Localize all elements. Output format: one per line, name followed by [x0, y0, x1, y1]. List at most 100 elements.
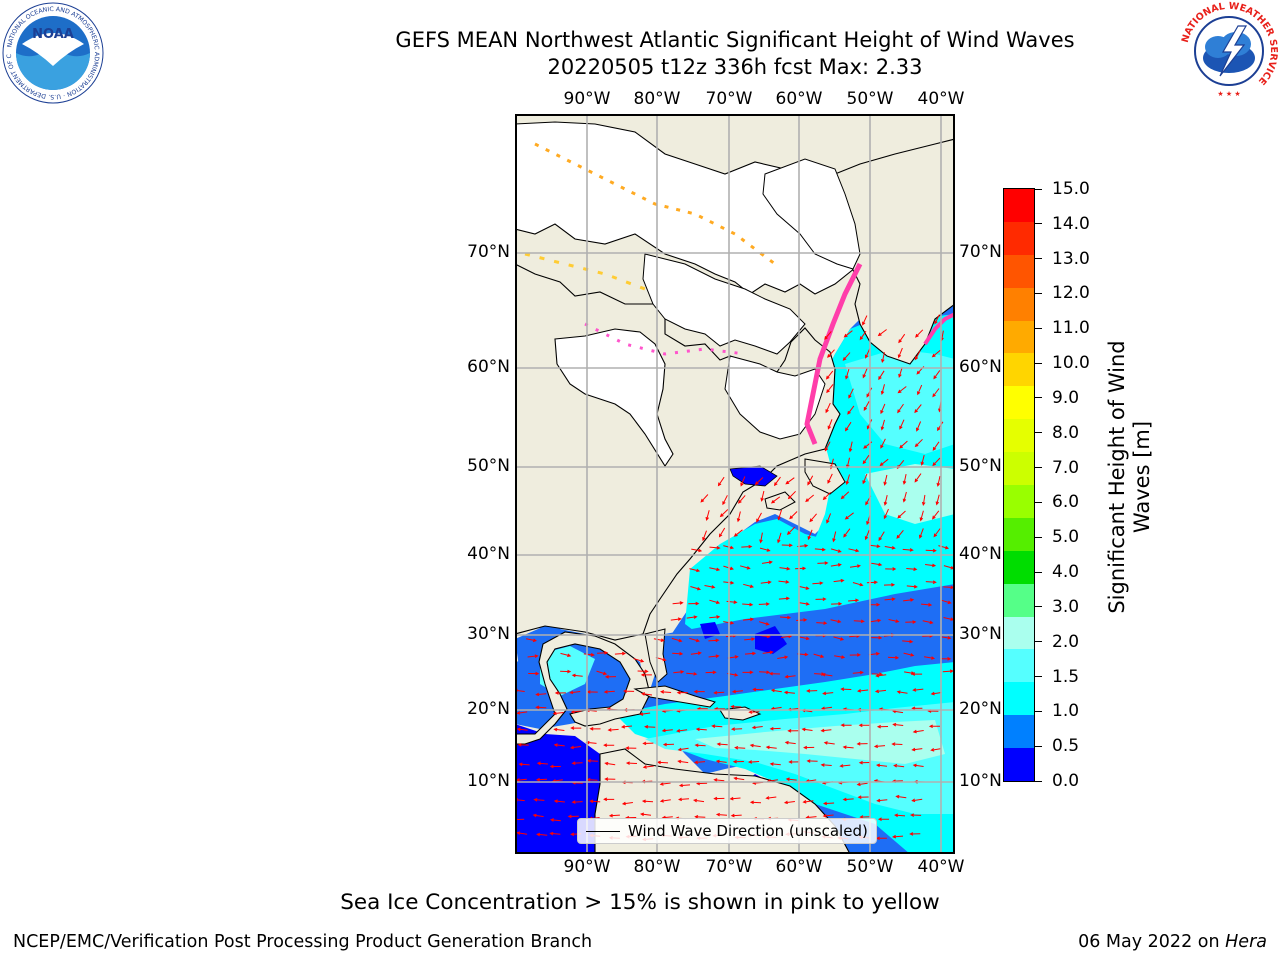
- colorbar-tick-label: 13.0: [1052, 248, 1090, 269]
- wind-wave-arrow: [549, 764, 561, 769]
- wind-wave-arrow: [812, 581, 824, 585]
- wind-wave-arrow: [785, 777, 797, 782]
- wind-wave-arrow: [778, 580, 790, 584]
- wind-wave-arrow: [518, 762, 530, 767]
- wind-wave-arrow: [833, 578, 845, 583]
- wind-wave-arrow: [614, 651, 627, 656]
- wind-wave-arrow: [842, 352, 851, 361]
- wind-wave-arrow: [571, 761, 583, 765]
- wind-wave-arrow: [536, 832, 548, 837]
- wind-wave-arrow: [637, 669, 649, 674]
- wind-wave-arrow: [765, 796, 777, 800]
- wind-wave-arrow: [880, 419, 885, 431]
- wind-wave-arrow: [672, 651, 684, 656]
- wind-wave-arrow: [783, 800, 795, 805]
- colorbar-tick: [1035, 362, 1042, 364]
- wind-wave-arrow: [849, 564, 861, 568]
- wind-wave-arrow: [705, 510, 710, 521]
- wind-wave-arrow: [892, 834, 904, 839]
- sea-ice-edge: [804, 262, 863, 445]
- colorbar-tick: [1035, 606, 1042, 608]
- wind-wave-arrow: [915, 329, 924, 338]
- wind-wave-arrow: [821, 673, 833, 677]
- wind-wave-arrow: [906, 584, 918, 589]
- wind-wave-arrow: [677, 747, 689, 752]
- wind-wave-arrow: [678, 783, 691, 788]
- wind-wave-arrow: [718, 527, 726, 538]
- wind-wave-arrow: [708, 638, 720, 643]
- wind-wave-arrow: [919, 528, 924, 539]
- wind-wave-arrow: [713, 796, 725, 801]
- wind-wave-arrow: [758, 621, 770, 626]
- wind-wave-arrow: [857, 688, 869, 693]
- wind-wave-arrow: [689, 637, 700, 643]
- wind-wave-arrow: [795, 566, 807, 571]
- wind-wave-arrow: [770, 688, 782, 693]
- wind-wave-arrow: [571, 673, 583, 678]
- colorbar-tick-label: 1.5: [1052, 666, 1080, 687]
- wind-wave-arrow: [880, 403, 886, 415]
- wind-wave-arrow: [916, 421, 922, 432]
- wind-wave-arrow: [839, 764, 851, 768]
- wind-wave-arrow: [656, 760, 669, 765]
- wind-wave-arrow: [756, 512, 762, 523]
- colorbar-cell: [1004, 320, 1034, 354]
- wind-wave-arrow: [832, 531, 837, 543]
- wind-wave-arrow: [896, 529, 904, 539]
- wind-wave-arrow: [789, 511, 798, 520]
- labrador-white: [724, 355, 826, 440]
- wind-wave-arrow: [671, 637, 683, 643]
- wind-wave-arrow: [711, 724, 723, 729]
- colorbar-tick: [1035, 432, 1042, 434]
- colorbar-tick: [1035, 780, 1042, 782]
- colorbar-cell: [1004, 649, 1034, 683]
- land-florida: [644, 628, 668, 683]
- wind-wave-arrow: [848, 441, 853, 453]
- wind-wave-arrow: [553, 743, 565, 747]
- lat-label-left: 40°N: [467, 544, 510, 564]
- wind-wave-arrow: [737, 495, 746, 504]
- wind-wave-arrow: [769, 726, 781, 731]
- colorbar-tick: [1035, 258, 1042, 260]
- colorbar-tick: [1035, 327, 1042, 329]
- wind-wave-arrow: [845, 421, 852, 432]
- wind-wave-arrow: [897, 347, 903, 359]
- land-central-america: [515, 631, 651, 745]
- wind-wave-arrow: [761, 560, 773, 565]
- wind-wave-arrow: [932, 457, 941, 467]
- wind-wave-arrow: [560, 669, 572, 674]
- wind-wave-arrow: [862, 368, 868, 379]
- wind-wave-arrow: [744, 637, 756, 641]
- colorbar-cell: [1004, 616, 1034, 650]
- lon-label-top: 90°W: [563, 89, 611, 109]
- wind-wave-arrow: [924, 656, 936, 660]
- lon-label-bottom: 40°W: [917, 857, 965, 877]
- wind-wave-arrow: [912, 729, 924, 734]
- wind-wave-arrow: [911, 672, 923, 676]
- wind-wave-arrow: [722, 495, 728, 506]
- wind-wave-arrow: [760, 490, 765, 502]
- footer-right: 06 May 2022 on Hera: [1078, 932, 1267, 952]
- lat-label-right: 50°N: [959, 456, 1002, 476]
- lat-label-right: 40°N: [959, 544, 1002, 564]
- wind-wave-arrow: [535, 777, 548, 782]
- colorbar-tick-label: 15.0: [1052, 179, 1090, 199]
- colorbar-cell: [1004, 419, 1034, 453]
- wind-wave-arrow: [905, 620, 917, 624]
- wind-wave-arrow: [895, 794, 907, 799]
- ocean-blue-band: [655, 584, 955, 699]
- wind-wave-arrow: [873, 744, 886, 749]
- wind-wave-arrow: [894, 813, 906, 818]
- wind-wave-arrow: [527, 654, 539, 659]
- colorbar-cell: [1004, 452, 1034, 486]
- wind-wave-arrow: [779, 615, 792, 620]
- wind-wave-arrow: [734, 745, 746, 750]
- wind-wave-arrow: [876, 798, 888, 803]
- wind-wave-arrow: [830, 619, 842, 624]
- wind-wave-arrow: [902, 639, 914, 644]
- wind-wave-arrow: [862, 473, 868, 485]
- wind-wave-arrow: [702, 530, 707, 542]
- greenland-ice: [762, 158, 861, 270]
- lon-label-top: 70°W: [705, 89, 753, 109]
- lat-label-right: 60°N: [959, 357, 1002, 377]
